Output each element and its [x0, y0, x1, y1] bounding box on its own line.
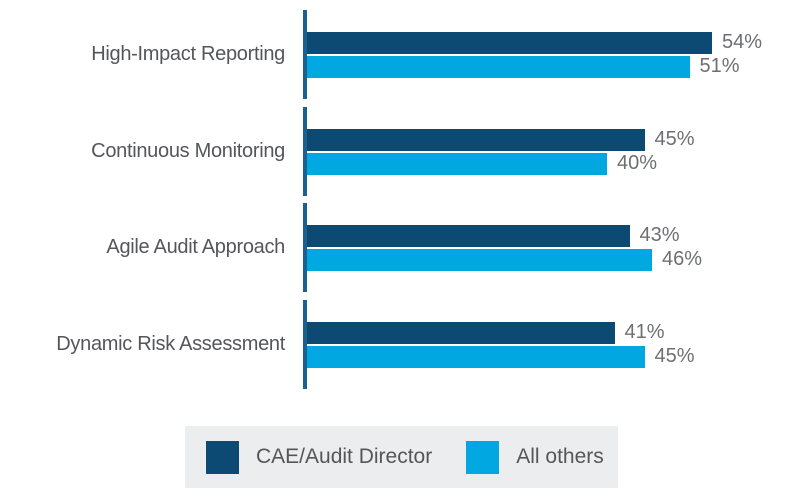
legend-swatch-all-others	[466, 440, 500, 474]
bar-all-others	[307, 345, 645, 368]
bar-cae-audit-director	[307, 31, 712, 54]
bar-all-others	[307, 248, 652, 271]
value-label: 41%	[624, 321, 665, 343]
bar-row: 43%	[307, 224, 702, 247]
bar-row: 51%	[307, 55, 762, 78]
category-label: Agile Audit Approach	[106, 236, 285, 258]
bar-row: 45%	[307, 128, 695, 151]
bar-pair: 43% 46%	[307, 224, 703, 271]
bar-cae-audit-director	[307, 321, 615, 344]
category-label: Dynamic Risk Assessment	[56, 333, 285, 355]
axis-segment	[303, 107, 307, 196]
bar-row: 54%	[307, 31, 763, 54]
axis-segment	[303, 10, 307, 99]
category-group: High-Impact Reporting 54% 51%	[0, 10, 801, 99]
legend-label-cae-audit-director: CAE/Audit Director	[256, 445, 433, 468]
legend-swatch-cae-audit-director	[206, 440, 239, 474]
category-group: Dynamic Risk Assessment 41% 45%	[0, 300, 801, 389]
category-label: Continuous Monitoring	[91, 140, 285, 162]
bar-row: 40%	[307, 152, 695, 175]
bar-pair: 41% 45%	[307, 321, 695, 368]
bar-row: 46%	[307, 248, 703, 271]
value-label: 43%	[639, 224, 680, 246]
bar-pair: 45% 40%	[307, 128, 695, 175]
value-label: 54%	[722, 31, 763, 53]
value-label: 46%	[662, 248, 703, 270]
bar-row: 41%	[307, 321, 695, 344]
legend-item-all-others: All others	[466, 440, 604, 474]
bar-cae-audit-director	[307, 224, 630, 247]
bar-cae-audit-director	[307, 128, 645, 151]
category-group: Continuous Monitoring 45% 40%	[0, 107, 801, 196]
bar-pair: 54% 51%	[307, 31, 763, 78]
value-label: 51%	[699, 55, 740, 77]
category-group: Agile Audit Approach 43% 46%	[0, 203, 801, 292]
legend-label-all-others: All others	[516, 445, 604, 468]
bar-all-others	[307, 55, 690, 78]
bar-all-others	[307, 152, 607, 175]
legend-item-cae-audit-director: CAE/Audit Director	[206, 440, 433, 474]
legend: CAE/Audit Director All others	[185, 426, 618, 488]
value-label: 45%	[654, 128, 695, 150]
category-label: High-Impact Reporting	[91, 43, 285, 65]
axis-segment	[303, 300, 307, 389]
value-label: 40%	[617, 152, 658, 174]
axis-segment	[303, 203, 307, 292]
bar-row: 45%	[307, 345, 695, 368]
value-label: 45%	[654, 345, 695, 367]
